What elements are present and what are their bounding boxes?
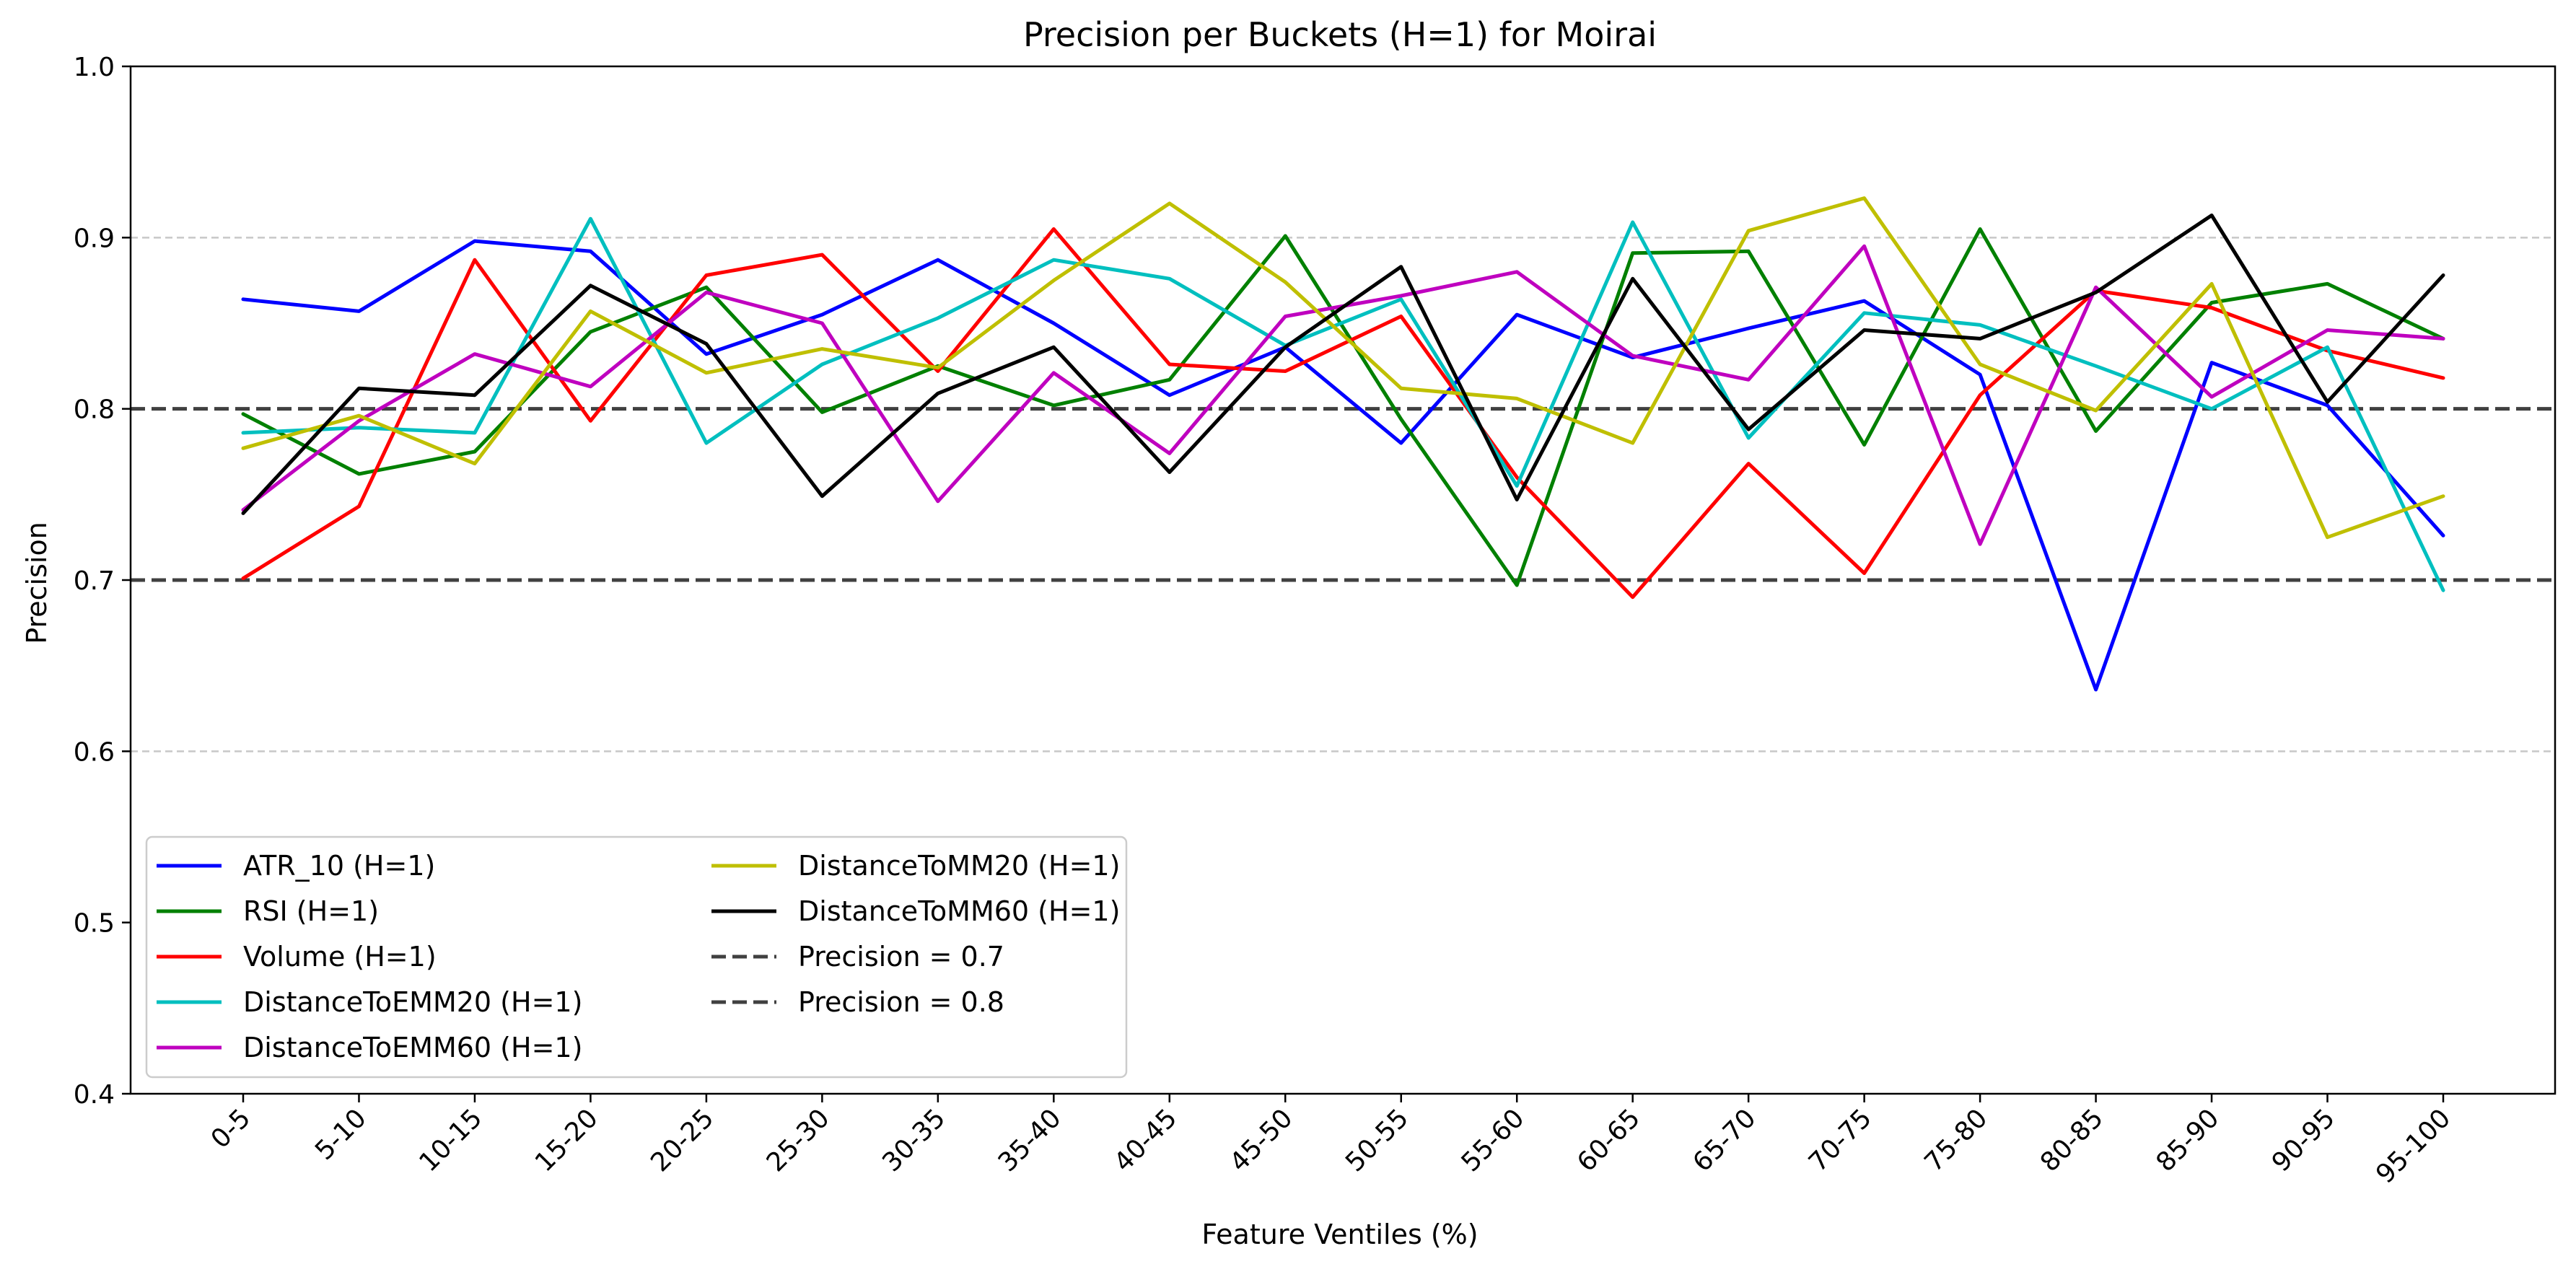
series-line: [241, 227, 2445, 587]
legend-label: DistanceToMM60 (H=1): [798, 895, 1120, 927]
y-tick-label: 0.4: [74, 1080, 115, 1110]
x-tick-label: 70-75: [1803, 1103, 1878, 1177]
y-tick-label: 0.8: [74, 395, 115, 425]
plot-area: 0.4 0.5 0.6 0.7 0.8 0.9 1.0 0-5 5-10 10-15 15-20 20…: [74, 53, 2557, 1190]
legend-label: Volume (H=1): [243, 941, 437, 973]
legend-label: RSI (H=1): [243, 895, 379, 927]
series-line: [241, 196, 2445, 540]
legend-label: Precision = 0.7: [798, 941, 1004, 973]
x-tick-label: 80-85: [2035, 1103, 2109, 1177]
x-tick-label: 85-90: [2150, 1103, 2225, 1177]
plot-frame: [129, 65, 2557, 1095]
legend-label: DistanceToEMM60 (H=1): [243, 1032, 582, 1063]
legend-label: DistanceToEMM20 (H=1): [243, 986, 582, 1018]
x-tick-label: 40-45: [1108, 1103, 1183, 1177]
x-tick-label: 20-25: [645, 1103, 719, 1177]
x-tick-label: 25-30: [761, 1103, 836, 1177]
series-line: [241, 214, 2445, 515]
x-tick-label: 15-20: [530, 1103, 604, 1177]
y-tick-label: 0.7: [74, 566, 115, 596]
x-axis-title: Feature Ventiles (%): [1201, 1219, 1478, 1250]
series-line: [241, 239, 2445, 692]
x-tick-label: 65-70: [1688, 1103, 1762, 1177]
y-tick-label: 1.0: [74, 53, 115, 82]
x-tick-label: 55-60: [1456, 1103, 1530, 1177]
legend-label: ATR_10 (H=1): [243, 850, 435, 882]
legend-label: Precision = 0.8: [798, 986, 1004, 1018]
y-axis-title: Precision: [21, 522, 53, 644]
x-tick-label: 50-55: [1340, 1103, 1414, 1177]
x-tick-label: 45-50: [1225, 1103, 1299, 1177]
y-tick-label: 0.6: [74, 737, 115, 767]
x-tick-label: 60-65: [1572, 1103, 1646, 1177]
y-tick-label: 0.9: [74, 224, 115, 253]
x-tick-label: 95-100: [2370, 1103, 2456, 1189]
x-tick-label: 10-15: [413, 1103, 488, 1177]
x-tick-label: 30-35: [877, 1103, 951, 1177]
x-tick-label: 5-10: [310, 1103, 372, 1166]
x-tick-label: 35-40: [993, 1103, 1067, 1177]
chart-title: Precision per Buckets (H=1) for Moirai: [1023, 15, 1657, 54]
x-tick-label: 0-5: [206, 1103, 257, 1154]
legend-label: DistanceToMM20 (H=1): [798, 850, 1120, 882]
x-tick-label: 75-80: [1919, 1103, 1994, 1177]
x-tick-label: 90-95: [2266, 1103, 2341, 1177]
series-line: [241, 216, 2445, 592]
series-line: [241, 227, 2445, 600]
legend-box: [145, 835, 1128, 1079]
y-tick-label: 0.5: [74, 909, 115, 939]
